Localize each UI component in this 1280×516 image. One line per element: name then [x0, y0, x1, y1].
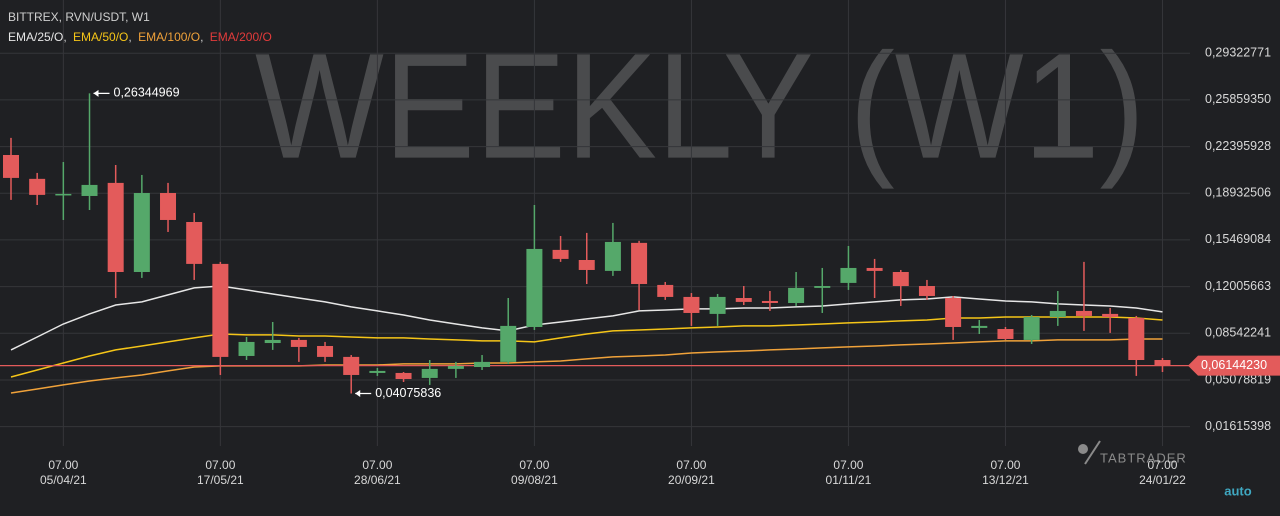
x-tick-label: 28/06/21 — [354, 473, 401, 487]
ema-line — [10, 285, 1163, 351]
candle-body — [918, 286, 935, 296]
x-tick-label: 17/05/21 — [197, 473, 244, 487]
candle-body — [604, 241, 621, 271]
x-tick-label: 13/12/21 — [982, 473, 1029, 487]
candle-body — [526, 248, 543, 327]
candle-body — [264, 339, 281, 344]
y-tick-label: 0,15469084 — [1205, 232, 1271, 246]
scale-mode[interactable]: auto — [1224, 483, 1252, 498]
x-tick-time: 07.00 — [833, 458, 863, 472]
y-tick-label: 0,29322771 — [1205, 45, 1271, 59]
watermark: WEEKLY (W1) — [255, 22, 1145, 190]
y-tick-label: 0,18932506 — [1205, 186, 1271, 200]
annotation-arrowhead — [93, 89, 99, 97]
x-tick-time: 07.00 — [519, 458, 549, 472]
legend-entry: EMA/50/O — [73, 30, 128, 44]
x-tick-time: 07.00 — [990, 458, 1020, 472]
candle-body — [578, 259, 595, 270]
price-tag-label: 0,06144230 — [1201, 358, 1267, 372]
x-tick-time: 07.00 — [362, 458, 392, 472]
ema-line — [10, 338, 1163, 394]
candle-body — [971, 325, 988, 328]
y-tick-label: 0,22395928 — [1205, 139, 1271, 153]
x-tick-time: 07.00 — [676, 458, 706, 472]
candle-body — [788, 287, 805, 303]
candle-body — [369, 370, 386, 373]
x-tick-label: 01/11/21 — [826, 473, 872, 487]
annotation-label: 0,04075836 — [375, 386, 441, 400]
candle-body — [866, 267, 883, 271]
candle-body — [107, 182, 124, 272]
candle-body — [447, 365, 464, 369]
legend-entry: EMA/200/O — [210, 30, 272, 44]
candle-body — [474, 361, 491, 368]
x-tick-label: 09/08/21 — [511, 473, 558, 487]
candle-body — [683, 296, 700, 313]
candle-body — [160, 193, 177, 220]
candle-body — [238, 341, 255, 356]
candle-body — [421, 368, 438, 378]
candle-body — [631, 242, 648, 284]
x-tick-time: 07.00 — [205, 458, 235, 472]
candle-body — [343, 356, 360, 375]
y-tick-label: 0,12005663 — [1205, 279, 1271, 293]
candle-body — [29, 178, 46, 195]
brand: TABTRADER — [1100, 450, 1187, 465]
y-tick-label: 0,08542241 — [1205, 326, 1271, 340]
chart-title: BITTREX, RVN/USDT, W1 — [8, 10, 150, 24]
candle-body — [3, 155, 19, 178]
candle-body — [55, 193, 72, 196]
brand-logo: TABTRADER — [1078, 440, 1187, 465]
candle-body — [840, 267, 857, 283]
candle-body — [1023, 317, 1040, 340]
candle-body — [81, 184, 98, 196]
candle-body — [1075, 310, 1092, 316]
legend-separator: , — [200, 30, 207, 44]
candle-body — [761, 300, 778, 303]
ema-line — [10, 316, 1163, 378]
candle-body — [1102, 313, 1119, 318]
candle-body — [735, 298, 752, 302]
candle-body — [317, 345, 334, 357]
legend-entry: EMA/100/O — [138, 30, 200, 44]
annotation-arrowhead — [355, 389, 361, 397]
x-tick-time: 07.00 — [48, 458, 78, 472]
candle-body — [1154, 360, 1171, 366]
candle-body — [814, 286, 831, 288]
legend-entry: EMA/25/O — [8, 30, 63, 44]
x-tick-label: 24/01/22 — [1139, 473, 1186, 487]
candle-body — [290, 339, 307, 347]
candle-body — [186, 221, 203, 264]
candle-body — [997, 329, 1014, 339]
candle-body — [892, 271, 909, 287]
candle-body — [1049, 310, 1066, 318]
candle-body — [395, 372, 412, 380]
y-tick-label: 0,01615398 — [1205, 419, 1271, 433]
x-tick-label: 20/09/21 — [668, 473, 715, 487]
legend-separator: , — [63, 30, 70, 44]
candle-body — [212, 263, 229, 357]
candle-body — [552, 249, 569, 259]
candle-body — [500, 325, 517, 362]
candle-body — [657, 284, 674, 297]
x-tick-time: 07.00 — [1147, 458, 1177, 472]
price-tag — [1188, 355, 1280, 376]
y-tick-label: 0,05078819 — [1205, 372, 1271, 386]
candle-body — [133, 193, 150, 272]
annotation-label: 0,26344969 — [114, 86, 180, 100]
candle-body — [709, 296, 726, 314]
legend-separator: , — [128, 30, 135, 44]
candle-body — [945, 298, 962, 327]
candle-body — [1128, 317, 1145, 361]
x-tick-label: 05/04/21 — [40, 473, 87, 487]
y-tick-label: 0,25859350 — [1205, 92, 1271, 106]
